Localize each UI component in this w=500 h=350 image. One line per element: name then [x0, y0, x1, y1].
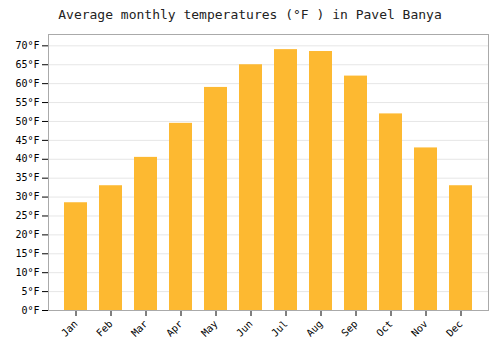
svg-text:Sep: Sep [339, 318, 360, 339]
svg-text:25°F: 25°F [15, 210, 39, 221]
svg-text:70°F: 70°F [15, 40, 39, 51]
svg-text:5°F: 5°F [21, 286, 39, 297]
svg-text:Nov: Nov [409, 318, 430, 339]
svg-text:55°F: 55°F [15, 97, 39, 108]
svg-text:Dec: Dec [444, 318, 465, 339]
svg-text:Jan: Jan [59, 318, 80, 339]
svg-text:Apr: Apr [164, 318, 185, 339]
svg-text:Jun: Jun [234, 318, 255, 339]
svg-text:Mar: Mar [129, 318, 150, 339]
svg-text:Oct: Oct [374, 318, 395, 339]
svg-text:65°F: 65°F [15, 59, 39, 70]
svg-text:0°F: 0°F [21, 305, 39, 316]
svg-text:50°F: 50°F [15, 116, 39, 127]
svg-text:Feb: Feb [94, 318, 115, 339]
svg-text:40°F: 40°F [15, 153, 39, 164]
svg-text:60°F: 60°F [15, 78, 39, 89]
svg-text:20°F: 20°F [15, 229, 39, 240]
svg-text:May: May [199, 318, 220, 339]
svg-text:10°F: 10°F [15, 267, 39, 278]
svg-text:15°F: 15°F [15, 248, 39, 259]
svg-text:30°F: 30°F [15, 191, 39, 202]
svg-text:35°F: 35°F [15, 172, 39, 183]
svg-text:45°F: 45°F [15, 135, 39, 146]
svg-text:Aug: Aug [304, 318, 325, 339]
svg-text:Jul: Jul [269, 318, 290, 339]
html-text:Average monthly temperatures (: Average monthly temperatures (°F ) in Pa… [58, 7, 442, 22]
